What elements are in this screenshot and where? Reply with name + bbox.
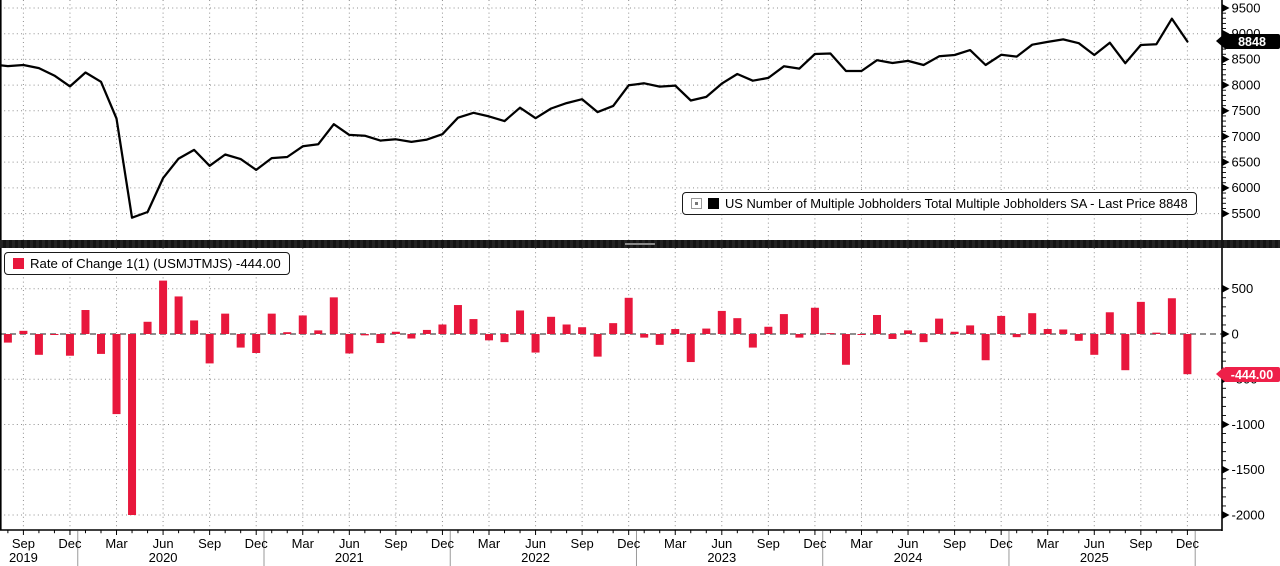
month-tick-label: Mar xyxy=(292,536,315,551)
month-tick-label: Dec xyxy=(990,536,1014,551)
month-tick-label: Sep xyxy=(198,536,221,551)
month-tick-label: Jun xyxy=(153,536,174,551)
last-price-flag-value: 8848 xyxy=(1238,34,1266,49)
right-axis-tick-label: 6500 xyxy=(1232,154,1261,169)
legend-expand-dot xyxy=(695,202,698,205)
right-axis-tick-label: 8500 xyxy=(1232,52,1261,67)
year-label: 2025 xyxy=(1080,550,1109,565)
month-tick-label: Dec xyxy=(617,536,641,551)
month-tick-label: Sep xyxy=(571,536,594,551)
month-tick-label: Mar xyxy=(478,536,501,551)
year-label: 2021 xyxy=(335,550,364,565)
month-tick-label: Sep xyxy=(943,536,966,551)
right-axis-tick-label: 0 xyxy=(1232,326,1239,341)
month-tick-label: Mar xyxy=(105,536,128,551)
year-label: 2023 xyxy=(707,550,736,565)
month-tick-label: Dec xyxy=(58,536,82,551)
panel-divider[interactable] xyxy=(0,240,1280,248)
legend-expand-icon[interactable] xyxy=(691,198,702,209)
axis-labels: 9500900085008000750070006500600055005000… xyxy=(9,0,1265,565)
right-axis-tick-label: 7000 xyxy=(1232,129,1261,144)
year-label: 2022 xyxy=(521,550,550,565)
roc-series-swatch-icon xyxy=(13,258,24,269)
month-tick-label: Dec xyxy=(245,536,269,551)
right-axis-tick-label: 8000 xyxy=(1232,77,1261,92)
roc-legend-label: Rate of Change 1(1) (USMJTMJS) -444.00 xyxy=(30,256,281,271)
right-axis-tick-label: -2000 xyxy=(1232,507,1265,522)
month-tick-label: Sep xyxy=(757,536,780,551)
roc-last-value-flag: -444.00 xyxy=(1216,367,1280,382)
price-legend[interactable]: US Number of Multiple Jobholders Total M… xyxy=(682,192,1197,215)
month-tick-label: Dec xyxy=(1176,536,1200,551)
last-price-flag-arrow-icon xyxy=(1216,34,1224,48)
year-label: 2024 xyxy=(894,550,923,565)
month-tick-label: Jun xyxy=(525,536,546,551)
year-label: 2019 xyxy=(9,550,38,565)
last-price-flag: 8848 xyxy=(1216,34,1280,49)
roc-last-value-flag-arrow-icon xyxy=(1216,367,1224,381)
month-tick-label: Jun xyxy=(898,536,919,551)
month-tick-label: Mar xyxy=(664,536,687,551)
right-axis-tick-label: -1500 xyxy=(1232,462,1265,477)
right-axis-tick-label: 6000 xyxy=(1232,180,1261,195)
roc-legend[interactable]: Rate of Change 1(1) (USMJTMJS) -444.00 xyxy=(4,252,290,275)
right-axis-tick-label: 9500 xyxy=(1232,0,1261,15)
month-tick-label: Sep xyxy=(1129,536,1152,551)
price-series-swatch-icon xyxy=(708,198,719,209)
right-axis-tick-label: 5500 xyxy=(1232,206,1261,221)
month-tick-label: Mar xyxy=(1037,536,1060,551)
divider-drag-handle[interactable] xyxy=(625,242,655,245)
roc-last-value-flag-value: -444.00 xyxy=(1230,367,1274,382)
price-line[interactable] xyxy=(0,17,1189,219)
right-axis-tick-label: 7500 xyxy=(1232,103,1261,118)
axes xyxy=(0,0,1230,566)
month-tick-label: Sep xyxy=(384,536,407,551)
month-tick-label: Mar xyxy=(850,536,873,551)
month-tick-label: Jun xyxy=(1084,536,1105,551)
month-tick-label: Dec xyxy=(803,536,827,551)
month-tick-label: Jun xyxy=(339,536,360,551)
month-tick-label: Jun xyxy=(711,536,732,551)
roc-bars[interactable] xyxy=(3,280,1192,515)
right-axis-tick-label: -1000 xyxy=(1232,417,1265,432)
price-legend-label: US Number of Multiple Jobholders Total M… xyxy=(725,196,1188,211)
right-axis-tick-label: 500 xyxy=(1232,281,1254,296)
month-tick-label: Sep xyxy=(12,536,35,551)
month-tick-label: Dec xyxy=(431,536,455,551)
year-label: 2020 xyxy=(149,550,178,565)
